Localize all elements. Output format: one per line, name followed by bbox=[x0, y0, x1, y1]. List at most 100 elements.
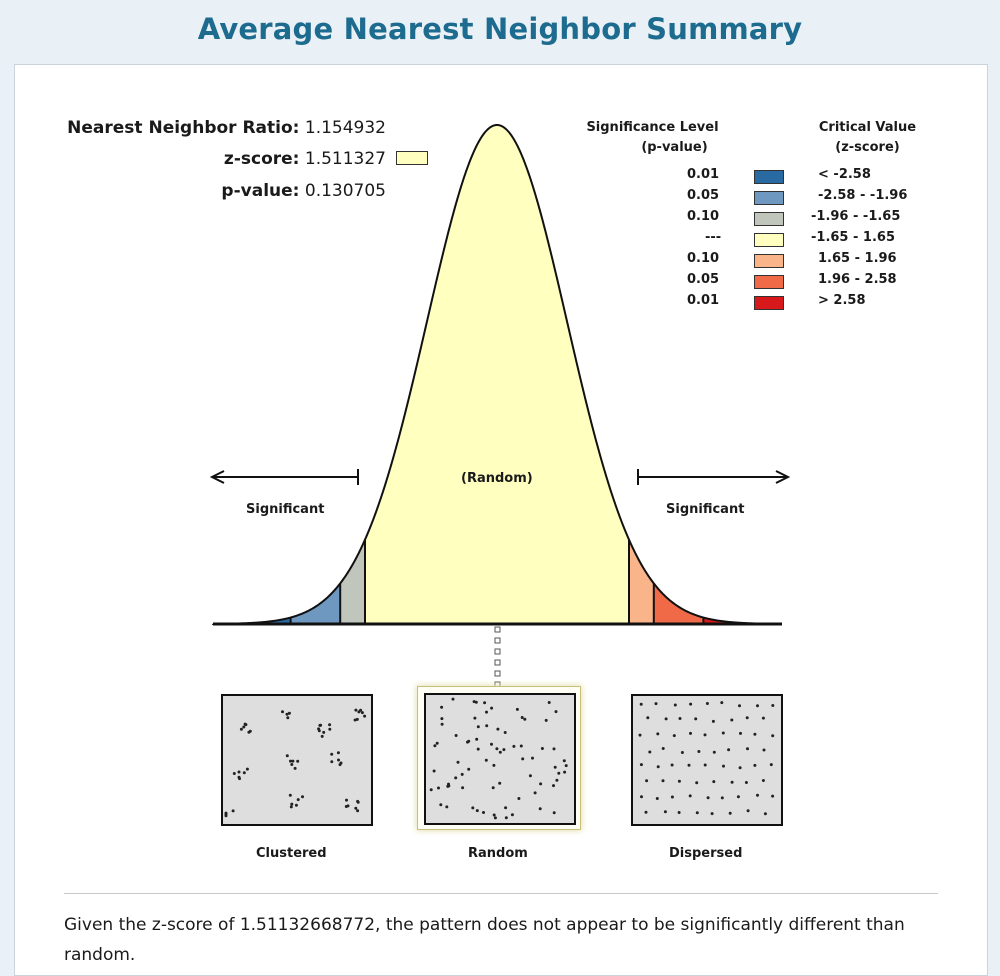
point bbox=[736, 795, 740, 799]
legend-row-p: 0.05 bbox=[687, 188, 720, 203]
point bbox=[345, 798, 348, 802]
point bbox=[485, 724, 489, 728]
dispersed-pattern-plot bbox=[631, 694, 783, 826]
point bbox=[640, 795, 643, 799]
legend-header-critical: Critical Value (z-score) bbox=[800, 118, 935, 158]
point bbox=[476, 747, 480, 751]
legend-row-z: 1.65 - 1.96 bbox=[818, 251, 897, 266]
point bbox=[484, 758, 488, 762]
point bbox=[677, 811, 681, 814]
point bbox=[771, 734, 775, 738]
point bbox=[461, 786, 465, 790]
point bbox=[495, 747, 499, 751]
legend-row-p: 0.10 bbox=[687, 209, 720, 224]
point bbox=[646, 716, 650, 720]
point bbox=[363, 714, 367, 718]
point bbox=[483, 701, 487, 705]
legend-row-z: -2.58 - -1.96 bbox=[818, 188, 908, 203]
point bbox=[237, 775, 241, 779]
point bbox=[552, 811, 556, 815]
point bbox=[317, 729, 321, 733]
point bbox=[678, 717, 682, 720]
point bbox=[360, 711, 364, 715]
point bbox=[293, 766, 297, 770]
legend-row-p: 0.01 bbox=[687, 167, 720, 182]
point bbox=[638, 733, 642, 737]
nn-ratio-row: Nearest Neighbor Ratio: 1.154932 bbox=[67, 118, 386, 138]
point bbox=[447, 782, 450, 786]
z-marker-dot bbox=[494, 626, 501, 633]
point bbox=[290, 763, 294, 766]
point bbox=[290, 802, 294, 806]
point bbox=[473, 716, 477, 720]
curve-region bbox=[703, 617, 782, 624]
point bbox=[319, 723, 323, 727]
point bbox=[544, 718, 548, 722]
curve-region bbox=[653, 583, 704, 624]
point bbox=[728, 811, 732, 815]
p-value-row: p-value: 0.130705 bbox=[221, 181, 386, 201]
point bbox=[356, 809, 360, 813]
point bbox=[695, 811, 699, 815]
point bbox=[330, 760, 334, 764]
clustered-label: Clustered bbox=[256, 846, 327, 861]
point bbox=[512, 744, 516, 748]
point bbox=[454, 776, 458, 780]
point bbox=[242, 725, 246, 729]
point bbox=[328, 727, 332, 731]
z-score-marker bbox=[494, 626, 501, 688]
point bbox=[485, 710, 488, 714]
point bbox=[439, 803, 443, 807]
point bbox=[454, 734, 458, 737]
point bbox=[504, 816, 508, 820]
point bbox=[720, 796, 724, 800]
point bbox=[291, 759, 295, 763]
point bbox=[763, 812, 767, 816]
point bbox=[744, 781, 748, 784]
point bbox=[753, 732, 757, 736]
point bbox=[711, 719, 715, 723]
point bbox=[771, 704, 775, 707]
point bbox=[354, 708, 358, 712]
point bbox=[670, 763, 674, 767]
point bbox=[563, 770, 567, 774]
point bbox=[467, 767, 471, 771]
point bbox=[467, 739, 471, 743]
point bbox=[296, 759, 300, 763]
point bbox=[677, 779, 681, 783]
point bbox=[673, 703, 677, 707]
legend-row-p: 0.10 bbox=[687, 251, 720, 266]
point bbox=[689, 731, 692, 735]
point bbox=[440, 722, 444, 726]
point bbox=[710, 812, 714, 816]
point bbox=[557, 771, 561, 775]
point bbox=[237, 770, 241, 774]
point bbox=[539, 782, 543, 786]
point bbox=[697, 750, 701, 753]
point bbox=[503, 731, 507, 734]
point bbox=[547, 701, 551, 704]
point bbox=[491, 786, 495, 790]
point bbox=[564, 764, 568, 768]
point bbox=[286, 716, 290, 720]
legend-swatch bbox=[754, 233, 784, 247]
nn-ratio-value: 1.154932 bbox=[304, 118, 386, 138]
point bbox=[475, 809, 479, 813]
legend-swatch bbox=[754, 191, 784, 205]
point bbox=[553, 765, 557, 769]
point bbox=[517, 797, 521, 800]
point bbox=[689, 702, 693, 706]
random-label: Random bbox=[468, 846, 528, 861]
point bbox=[285, 712, 289, 716]
point bbox=[239, 727, 243, 731]
point bbox=[730, 718, 734, 722]
point bbox=[285, 754, 289, 758]
legend-row-z: 1.96 - 2.58 bbox=[818, 272, 897, 287]
random-pattern-plot bbox=[424, 693, 576, 825]
point bbox=[771, 794, 775, 798]
point bbox=[703, 763, 707, 767]
legend-row-z: -1.96 - -1.65 bbox=[811, 209, 901, 224]
point bbox=[245, 767, 249, 771]
point bbox=[745, 716, 749, 720]
point bbox=[769, 763, 773, 767]
